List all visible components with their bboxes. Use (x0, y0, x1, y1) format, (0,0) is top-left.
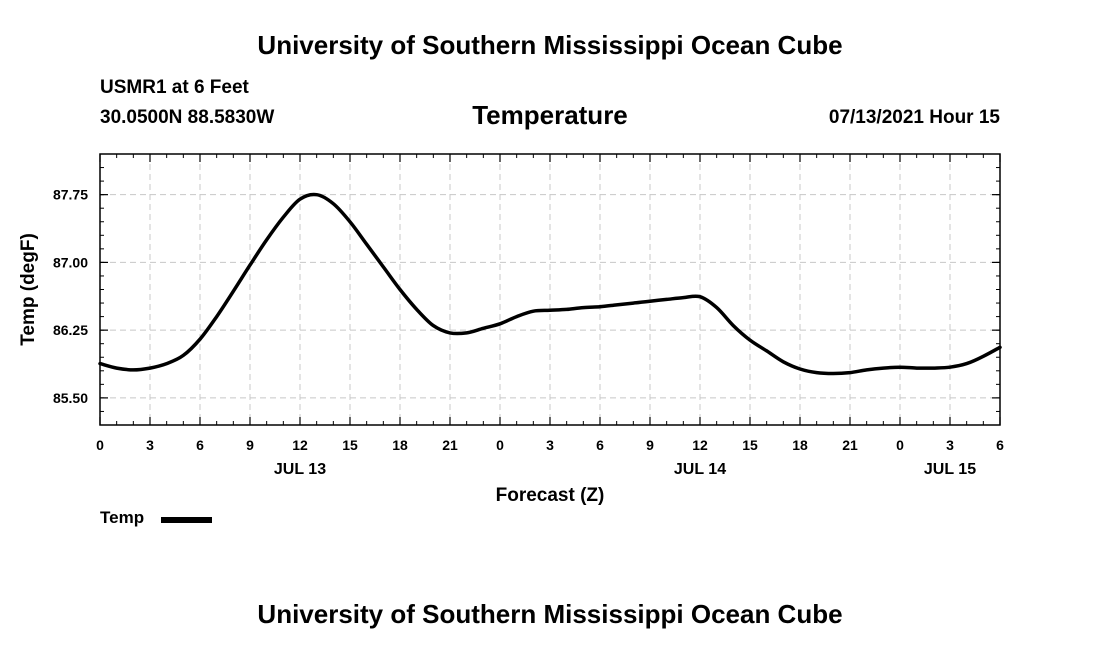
chart-heading: Temperature (472, 100, 628, 130)
x-tick-label: 0 (496, 437, 504, 453)
x-tick-label: 12 (692, 437, 708, 453)
x-tick-label: 12 (292, 437, 308, 453)
date-label: JUL 14 (674, 461, 726, 478)
station-coordinates: 30.0500N 88.5830W (100, 107, 275, 128)
forecast-datetime: 07/13/2021 Hour 15 (828, 107, 1000, 128)
station-label: USMR1 at 6 Feet (100, 77, 249, 98)
x-tick-label: 3 (546, 437, 554, 453)
x-tick-label: 3 (146, 437, 154, 453)
y-tick-label: 86.25 (53, 322, 88, 338)
x-tick-label: 18 (392, 437, 408, 453)
date-label: JUL 13 (274, 461, 326, 478)
x-tick-label: 15 (742, 437, 758, 453)
x-tick-label: 0 (96, 437, 104, 453)
x-tick-label: 3 (946, 437, 954, 453)
temp-series-line (98, 192, 1002, 376)
x-tick-label: 21 (442, 437, 458, 453)
x-tick-label: 18 (792, 437, 808, 453)
y-axis-label: Temp (degF) (18, 233, 39, 346)
date-label: JUL 15 (924, 461, 976, 478)
x-axis-label: Forecast (Z) (496, 485, 605, 506)
x-tick-label: 9 (646, 437, 654, 453)
legend-swatch (161, 517, 212, 523)
y-tick-label: 87.00 (53, 254, 88, 270)
x-tick-label: 6 (596, 437, 604, 453)
footer-title: University of Southern Mississippi Ocean… (257, 599, 843, 629)
legend-label: Temp (100, 508, 145, 527)
x-tick-label: 6 (196, 437, 204, 453)
y-tick-label: 85.50 (53, 390, 88, 406)
x-tick-label: 21 (842, 437, 858, 453)
x-tick-label: 9 (246, 437, 254, 453)
x-tick-label: 0 (896, 437, 904, 453)
page-title: University of Southern Mississippi Ocean… (257, 30, 843, 60)
x-tick-label: 15 (342, 437, 358, 453)
x-tick-label: 6 (996, 437, 1004, 453)
y-tick-label: 87.75 (53, 187, 88, 203)
